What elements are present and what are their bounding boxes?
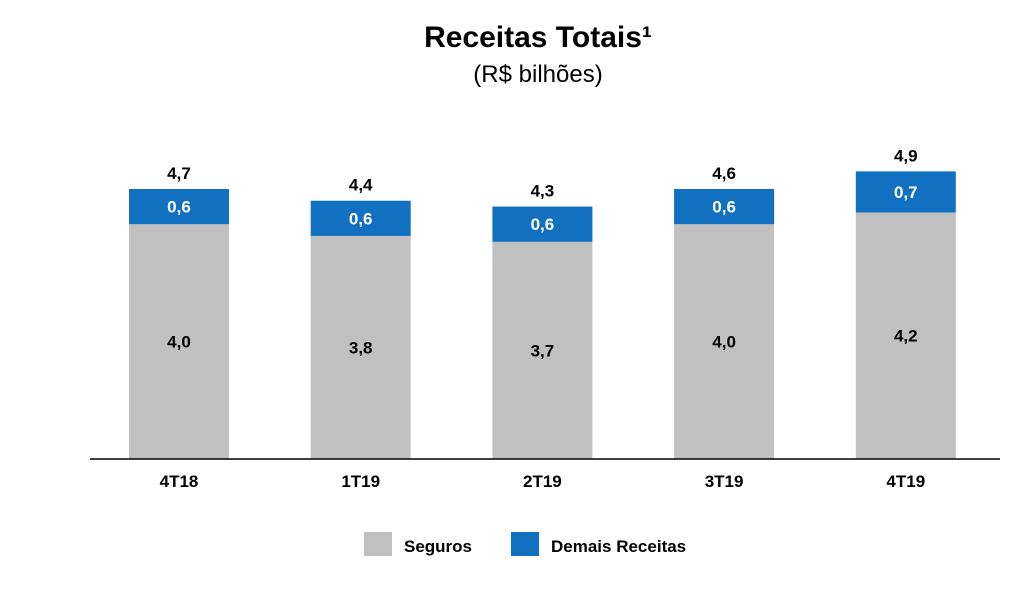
total-label: 4,9 [894, 146, 918, 165]
data-label: 0,6 [712, 198, 736, 217]
chart-title: Receitas Totais¹ [424, 21, 652, 54]
x-tick-label: 4T18 [160, 472, 199, 491]
total-label: 4,3 [531, 182, 555, 201]
chart-subtitle: (R$ bilhões) [473, 61, 602, 88]
data-label: 4,2 [894, 327, 918, 346]
data-label: 0,6 [167, 198, 191, 217]
data-label: 0,7 [894, 183, 918, 202]
data-label: 4,0 [167, 333, 191, 352]
data-label: 4,0 [712, 333, 736, 352]
total-label: 4,6 [712, 164, 736, 183]
x-tick-label: 1T19 [341, 472, 380, 491]
data-label: 3,8 [349, 338, 373, 357]
data-label: 0,6 [349, 209, 373, 228]
x-tick-label: 4T19 [886, 472, 925, 491]
x-tick-label: 3T19 [705, 472, 744, 491]
bar-segment-seguros [310, 235, 411, 459]
bar-segment-seguros [129, 224, 229, 459]
bar-segment-seguros [674, 224, 775, 459]
bar-segment-demais-receitas [310, 200, 411, 236]
bar-segment-demais-receitas [855, 171, 956, 213]
total-label: 4,7 [167, 164, 191, 183]
bar-segment-seguros [492, 241, 593, 459]
bar-segment-demais-receitas [674, 188, 775, 225]
bar-segment-demais-receitas [129, 188, 229, 225]
legend-swatch-demais-receitas [511, 532, 539, 556]
data-label: 0,6 [531, 215, 555, 234]
x-tick-label: 2T19 [523, 472, 562, 491]
legend: Seguros Demais Receitas [364, 532, 686, 556]
legend-label-demais-receitas: Demais Receitas [551, 537, 686, 556]
bar-segment-demais-receitas [492, 206, 593, 242]
legend-swatch-seguros [364, 532, 392, 556]
data-label: 3,7 [531, 341, 555, 360]
bar-segment-seguros [855, 212, 956, 459]
legend-label-seguros: Seguros [404, 537, 472, 556]
total-label: 4,4 [349, 176, 373, 195]
